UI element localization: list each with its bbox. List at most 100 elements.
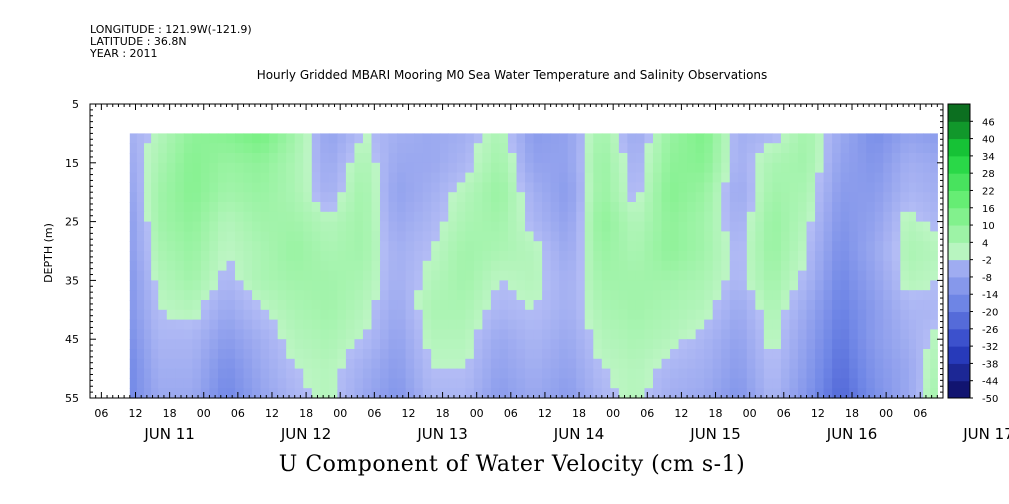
heatmap-cell <box>277 192 287 203</box>
heatmap-cell <box>294 319 304 330</box>
heatmap-cell <box>482 251 492 262</box>
heatmap-cell <box>891 162 901 174</box>
heatmap-cell <box>832 260 842 272</box>
heatmap-cell <box>576 309 586 321</box>
heatmap-cell <box>712 378 722 389</box>
heatmap-cell <box>815 368 825 379</box>
heatmap-cell <box>414 182 424 193</box>
heatmap-cell <box>678 300 688 311</box>
heatmap-cell <box>900 153 910 164</box>
heatmap-cell <box>618 251 628 262</box>
heatmap-cell <box>610 231 620 242</box>
heatmap-cell <box>772 202 782 213</box>
heatmap-cell <box>482 388 492 399</box>
heatmap-cell <box>166 202 176 213</box>
heatmap-cell <box>849 280 859 291</box>
heatmap-cell <box>883 358 893 370</box>
heatmap-cell <box>151 231 159 242</box>
heatmap-cell <box>900 300 910 311</box>
heatmap-cell <box>243 211 253 223</box>
heatmap-cell <box>439 231 449 242</box>
heatmap-cell <box>235 260 245 272</box>
heatmap-cell <box>311 162 321 174</box>
heatmap-cell <box>166 133 176 144</box>
x-hour-label: 06 <box>640 407 654 420</box>
heatmap-cell <box>448 270 458 281</box>
heatmap-cell <box>397 280 407 291</box>
heatmap-cell <box>627 153 637 164</box>
heatmap-cell <box>678 368 688 379</box>
heatmap-cell <box>763 319 773 330</box>
heatmap-cell <box>473 241 483 252</box>
heatmap-cell <box>183 339 193 350</box>
colorbar-swatch <box>948 225 970 243</box>
heatmap-cell <box>923 192 931 203</box>
heatmap-cell <box>644 358 654 370</box>
heatmap-cell <box>235 182 245 193</box>
heatmap-cell <box>721 339 731 350</box>
heatmap-cell <box>388 260 398 272</box>
heatmap-cell <box>618 319 628 330</box>
heatmap-cell <box>144 162 152 174</box>
heatmap-cell <box>286 241 296 252</box>
heatmap-cell <box>763 231 773 242</box>
heatmap-cell <box>806 241 816 252</box>
heatmap-cell <box>144 270 152 281</box>
heatmap-cell <box>678 349 688 360</box>
heatmap-cell <box>533 270 543 281</box>
heatmap-cell <box>158 162 168 174</box>
heatmap-cell <box>243 388 253 399</box>
heatmap-cell <box>780 388 791 399</box>
heatmap-cell <box>320 388 330 399</box>
heatmap-cell <box>136 231 145 242</box>
heatmap-cell <box>729 339 739 350</box>
heatmap-cell <box>832 153 842 164</box>
heatmap-cell <box>883 388 893 399</box>
heatmap-cell <box>507 182 518 193</box>
heatmap-cell <box>644 162 654 174</box>
heatmap-cell <box>746 329 756 340</box>
heatmap-cell <box>129 378 138 389</box>
heatmap-cell <box>499 153 509 164</box>
heatmap-cell <box>729 202 739 213</box>
heatmap-cell <box>644 202 654 213</box>
heatmap-cell <box>567 329 577 340</box>
heatmap-cell <box>857 388 867 399</box>
heatmap-cell <box>601 349 611 360</box>
heatmap-cell <box>431 153 441 164</box>
heatmap-cell <box>866 300 876 311</box>
heatmap-cell <box>738 300 748 311</box>
heatmap-cell <box>431 290 441 301</box>
heatmap-cell <box>303 339 313 350</box>
heatmap-cell <box>303 192 313 203</box>
heatmap-cell <box>448 231 458 242</box>
heatmap-cell <box>584 192 594 203</box>
heatmap-cell <box>217 388 228 399</box>
heatmap-cell <box>874 231 884 242</box>
heatmap-cell <box>678 260 688 272</box>
heatmap-cell <box>772 153 782 164</box>
heatmap-cell <box>661 221 671 232</box>
heatmap-cell <box>806 309 816 321</box>
heatmap-cell <box>405 251 415 262</box>
heatmap-cell <box>883 211 893 223</box>
heatmap-cell <box>183 290 193 301</box>
heatmap-cell <box>286 162 296 174</box>
heatmap-cell <box>243 280 253 291</box>
heatmap-cell <box>559 231 569 242</box>
heatmap-cell <box>652 202 663 213</box>
heatmap-cell <box>823 339 833 350</box>
heatmap-cell <box>584 280 594 291</box>
heatmap-cell <box>337 211 347 223</box>
heatmap-cell <box>930 241 938 252</box>
heatmap-cell <box>891 309 901 321</box>
heatmap-cell <box>806 221 816 232</box>
heatmap-cell <box>456 329 466 340</box>
heatmap-cell <box>533 182 543 193</box>
heatmap-cell <box>507 172 518 183</box>
heatmap-cell <box>704 162 714 174</box>
heatmap-cell <box>550 192 560 203</box>
heatmap-cell <box>226 358 236 370</box>
heatmap-cell <box>482 339 492 350</box>
